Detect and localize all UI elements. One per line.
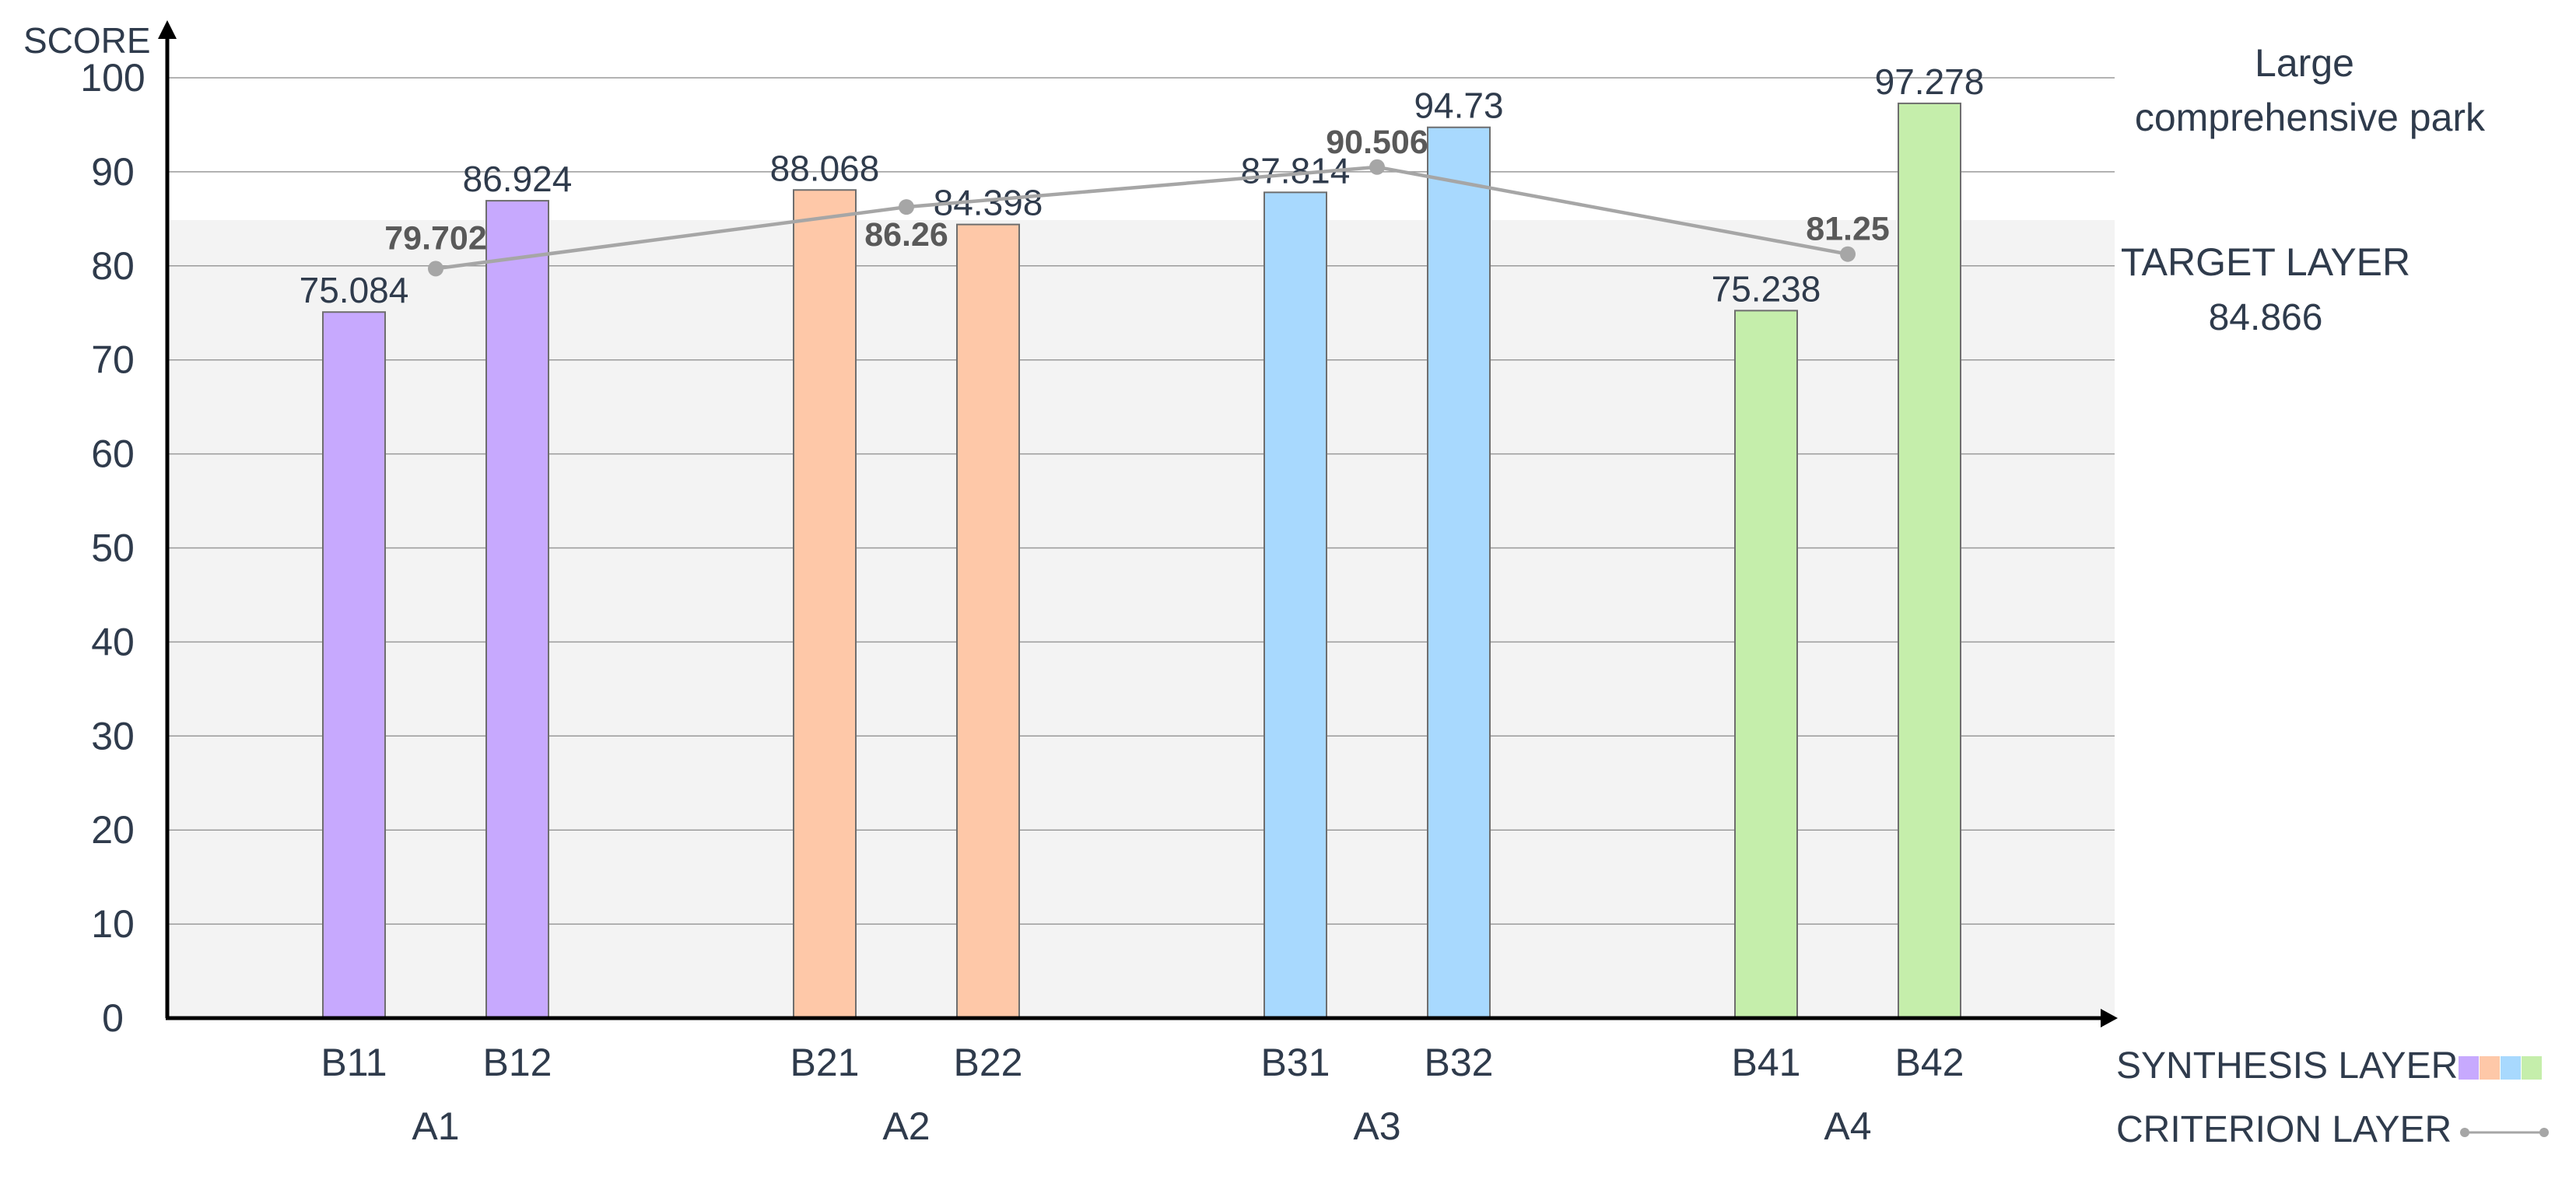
x-tick-label-B11: B11 (321, 1041, 387, 1084)
criterion-value-label-A1: 79.702 (384, 219, 487, 257)
x-tick-label-B32: B32 (1425, 1041, 1494, 1084)
y-tick-label-40: 40 (91, 620, 135, 663)
y-tick-label-50: 50 (91, 527, 135, 570)
legend-synthesis-swatch-A2 (2480, 1056, 2500, 1080)
bar-B21 (793, 189, 857, 1019)
y-tick-label-20: 20 (91, 808, 135, 852)
bar-B42 (1898, 102, 1961, 1020)
group-label-A3: A3 (1353, 1104, 1400, 1148)
group-label-A4: A4 (1824, 1104, 1871, 1148)
y-tick-label-0: 0 (102, 996, 124, 1040)
target-layer-label: TARGET LAYER (2121, 240, 2410, 284)
criterion-point-A1 (428, 261, 443, 277)
y-tick-label-80: 80 (91, 244, 135, 288)
legend-criterion-point-start (2460, 1128, 2469, 1137)
bar-B41 (1734, 310, 1798, 1020)
bar-B11 (322, 311, 386, 1019)
criterion-value-label-A3: 90.506 (1326, 124, 1428, 161)
criterion-point-A3 (1369, 159, 1385, 175)
criterion-value-label-A2: 86.26 (864, 216, 948, 254)
legend-synthesis-swatch-A3 (2501, 1056, 2521, 1080)
criterion-value-label-A4: 81.25 (1806, 211, 1890, 248)
legend-criterion-point-end (2539, 1128, 2549, 1137)
bar-B12 (485, 200, 549, 1019)
x-tick-label-B22: B22 (954, 1041, 1023, 1084)
y-tick-label-100: 100 (80, 56, 145, 100)
y-tick-label-70: 70 (91, 338, 135, 382)
bar-B32 (1427, 126, 1491, 1019)
target-band (167, 219, 2115, 1018)
criterion-point-A2 (899, 199, 914, 215)
legend-criterion-label: CRITERION LAYER (2116, 1109, 2452, 1150)
target-title: Large comprehensive park (2124, 41, 2486, 139)
group-label-A2: A2 (882, 1104, 930, 1148)
y-axis-arrow (158, 20, 177, 39)
x-axis-arrow (2101, 1009, 2118, 1027)
y-tick-label-30: 30 (91, 714, 135, 758)
x-tick-label-B42: B42 (1895, 1041, 1964, 1084)
bar-value-label-B12: 86.924 (463, 159, 573, 199)
group-label-A1: A1 (412, 1104, 459, 1148)
bar-value-label-B32: 94.73 (1414, 86, 1503, 126)
legend-synthesis-swatch-A1 (2459, 1056, 2479, 1080)
x-tick-label-B21: B21 (790, 1041, 860, 1084)
target-layer-value: 84.866 (2209, 297, 2323, 338)
bar-value-label-B42: 97.278 (1875, 61, 1985, 102)
x-tick-label-B31: B31 (1261, 1041, 1330, 1084)
legend-synthesis-label: SYNTHESIS LAYER (2116, 1045, 2458, 1087)
criterion-point-A4 (1840, 246, 1856, 262)
y-axis-label: SCORE (23, 20, 151, 61)
y-tick-label-60: 60 (91, 432, 135, 476)
x-tick-label-B41: B41 (1732, 1041, 1801, 1084)
bar-B31 (1263, 191, 1327, 1019)
y-tick-label-90: 90 (91, 150, 135, 194)
y-tick-label-10: 10 (91, 902, 135, 946)
x-tick-label-B12: B12 (483, 1041, 552, 1084)
bar-value-label-B11: 75.084 (300, 270, 409, 310)
bar-B22 (956, 223, 1020, 1019)
bar-value-label-B41: 75.238 (1712, 268, 1821, 309)
legend-synthesis-swatch-A4 (2522, 1056, 2542, 1080)
bar-value-label-B21: 88.068 (770, 148, 880, 188)
criterion-line (435, 165, 1849, 271)
